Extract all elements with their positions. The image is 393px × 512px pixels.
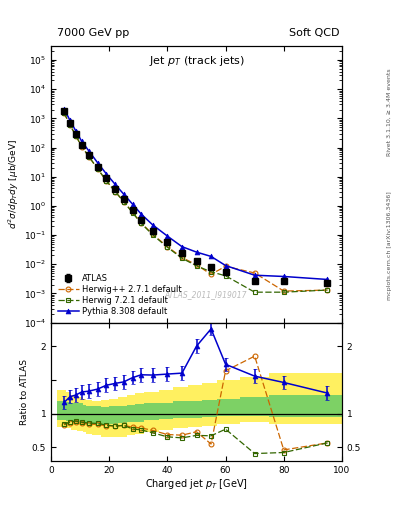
Herwig 7.2.1 default [180,255,184,261]
Text: ATLAS_2011_I919017: ATLAS_2011_I919017 [164,290,246,300]
Pythia 8.308 default [68,117,72,123]
Herwig++ 2.7.1 default [95,166,100,172]
Pythia 8.308 default [325,276,330,283]
Herwig++ 2.7.1 default [130,209,135,216]
Herwig++ 2.7.1 default [62,110,66,116]
Pythia 8.308 default [165,233,170,239]
Herwig++ 2.7.1 default [104,178,109,184]
Herwig 7.2.1 default [95,165,100,172]
Pythia 8.308 default [252,272,257,279]
Pythia 8.308 default [281,273,286,280]
Y-axis label: $d^{2}\sigma/dp_{T}dy$ [$\mu$b/GeV]: $d^{2}\sigma/dp_{T}dy$ [$\mu$b/GeV] [7,139,21,229]
X-axis label: Charged jet $p_T$ [GeV]: Charged jet $p_T$ [GeV] [145,477,248,492]
Herwig++ 2.7.1 default [194,262,199,268]
Line: Herwig++ 2.7.1 default: Herwig++ 2.7.1 default [62,111,330,293]
Herwig 7.2.1 default [79,143,84,150]
Herwig++ 2.7.1 default [165,244,170,250]
Line: Herwig 7.2.1 default: Herwig 7.2.1 default [62,111,330,294]
Herwig 7.2.1 default [139,220,143,226]
Herwig 7.2.1 default [130,210,135,216]
Herwig++ 2.7.1 default [139,220,143,226]
Herwig 7.2.1 default [68,122,72,128]
Text: Soft QCD: Soft QCD [290,28,340,38]
Pythia 8.308 default [104,171,109,177]
Y-axis label: Ratio to ATLAS: Ratio to ATLAS [20,359,29,424]
Herwig 7.2.1 default [73,133,78,139]
Pythia 8.308 default [62,106,66,112]
Herwig 7.2.1 default [194,263,199,269]
Line: Pythia 8.308 default: Pythia 8.308 default [62,106,330,282]
Herwig 7.2.1 default [165,244,170,250]
Pythia 8.308 default [223,263,228,269]
Pythia 8.308 default [95,160,100,166]
Pythia 8.308 default [139,211,143,217]
Herwig++ 2.7.1 default [121,199,126,205]
Herwig 7.2.1 default [113,188,118,195]
Text: Jet $p_T$ (track jets): Jet $p_T$ (track jets) [149,54,244,69]
Legend: ATLAS, Herwig++ 2.7.1 default, Herwig 7.2.1 default, Pythia 8.308 default: ATLAS, Herwig++ 2.7.1 default, Herwig 7.… [55,271,184,318]
Pythia 8.308 default [113,181,118,187]
Pythia 8.308 default [130,201,135,207]
Herwig++ 2.7.1 default [223,263,228,269]
Herwig++ 2.7.1 default [86,154,91,160]
Herwig 7.2.1 default [209,269,213,275]
Herwig 7.2.1 default [281,289,286,295]
Herwig++ 2.7.1 default [180,254,184,261]
Herwig++ 2.7.1 default [209,271,213,278]
Pythia 8.308 default [86,148,91,154]
Pythia 8.308 default [151,222,155,228]
Pythia 8.308 default [73,128,78,134]
Herwig++ 2.7.1 default [151,231,155,238]
Herwig 7.2.1 default [223,273,228,279]
Herwig 7.2.1 default [325,287,330,293]
Herwig++ 2.7.1 default [73,133,78,139]
Herwig 7.2.1 default [62,110,66,116]
Herwig 7.2.1 default [121,199,126,205]
Pythia 8.308 default [79,138,84,144]
Pythia 8.308 default [121,191,126,197]
Herwig 7.2.1 default [151,232,155,238]
Herwig++ 2.7.1 default [281,288,286,294]
Herwig 7.2.1 default [104,178,109,184]
Herwig++ 2.7.1 default [113,188,118,195]
Herwig 7.2.1 default [86,154,91,160]
Herwig 7.2.1 default [252,289,257,295]
Herwig++ 2.7.1 default [79,143,84,150]
Text: mcplots.cern.ch [arXiv:1306.3436]: mcplots.cern.ch [arXiv:1306.3436] [387,191,392,300]
Pythia 8.308 default [180,244,184,250]
Herwig++ 2.7.1 default [68,122,72,128]
Text: 7000 GeV pp: 7000 GeV pp [57,28,129,38]
Herwig++ 2.7.1 default [325,287,330,293]
Pythia 8.308 default [194,249,199,255]
Herwig++ 2.7.1 default [252,270,257,276]
Text: Rivet 3.1.10, ≥ 3.4M events: Rivet 3.1.10, ≥ 3.4M events [387,69,392,157]
Pythia 8.308 default [209,253,213,260]
